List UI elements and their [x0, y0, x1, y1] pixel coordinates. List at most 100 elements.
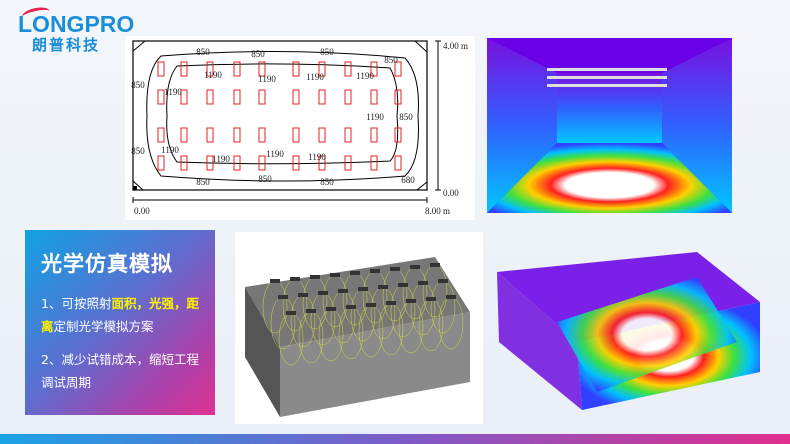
x-axis-right-label: 8.00 m [425, 206, 450, 216]
luminaire-marker [233, 155, 241, 171]
luminaire-marker [394, 155, 402, 171]
contour-label-1190: 1190 [366, 112, 384, 122]
corner-contour [132, 40, 146, 52]
room-simulation-render [487, 38, 732, 213]
contour-label-1190: 1190 [306, 72, 324, 82]
luminaire-3d [406, 299, 416, 303]
luminaire-marker [292, 89, 300, 105]
luminaire-marker [370, 127, 378, 143]
box-illuminance-render [497, 232, 760, 422]
luminaire-3d [326, 307, 336, 311]
bottom-gradient-bar [0, 434, 790, 444]
luminaire-3d [438, 279, 448, 283]
contour-label-1190: 1190 [308, 152, 326, 162]
contour-label-850: 850 [196, 47, 210, 57]
luminaire-marker [180, 61, 188, 77]
luminaire-3d [346, 305, 356, 309]
luminaire-marker [292, 155, 300, 171]
corner-contour [132, 180, 144, 191]
x-scale-bar [132, 197, 428, 203]
luminaire-marker [206, 89, 214, 105]
luminaire-3d [430, 263, 440, 267]
contour-1190 [166, 63, 399, 165]
luminaire-marker [370, 61, 378, 77]
luminaire-3d [370, 269, 380, 273]
logo: LONGPRO 朗普科技 [18, 5, 138, 54]
luminaire-3d [290, 277, 300, 281]
item1-suffix: 定制光学模拟方案 [53, 319, 154, 334]
item1-highlight-2: 距离 [41, 296, 199, 334]
corner-contour [416, 181, 428, 191]
luminaire-3d [366, 303, 376, 307]
luminaire-marker [206, 61, 214, 77]
luminaire-marker [318, 155, 326, 171]
room-render-svg [487, 38, 732, 213]
contour-label-1190: 1190 [204, 70, 222, 80]
contour-label-850: 850 [258, 174, 272, 184]
luminaire-marker [157, 127, 165, 143]
ray-trace-svg [245, 257, 470, 417]
luminaire-marker [258, 89, 266, 105]
contour-label-850: 850 [320, 47, 334, 57]
luminaire-marker [180, 155, 188, 171]
luminaire-marker [394, 89, 402, 105]
contour-label-1190: 1190 [161, 145, 179, 155]
luminaire-3d [410, 265, 420, 269]
contour-label-850: 850 [131, 146, 145, 156]
item1-text: 1、可按照射 [41, 296, 112, 311]
luminaire-3d [350, 271, 360, 275]
logo-brand: LONGPRO [18, 11, 135, 37]
luminaire-marker [180, 127, 188, 143]
feature-panel: 光学仿真模拟 1、可按照射面积，光强，距离定制光学模拟方案 2、减少试错成本，缩… [25, 230, 215, 415]
luminaire-marker [394, 127, 402, 143]
contour-label-850: 850 [251, 49, 265, 59]
luminaire-marker [180, 89, 188, 105]
luminaire-marker [344, 89, 352, 105]
luminaire-3d [286, 311, 296, 315]
luminaire-3d [386, 301, 396, 305]
luminaire-3d [330, 273, 340, 277]
contour-label-850: 850 [196, 177, 210, 187]
contour-label-1190: 1190 [356, 71, 374, 81]
luminaire-3d [278, 295, 288, 299]
luminaire-3d [338, 289, 348, 293]
logo-chinese: 朗普科技 [32, 36, 101, 54]
luminaire-marker [292, 127, 300, 143]
luminaire-marker [318, 61, 326, 77]
luminaire-marker [344, 61, 352, 77]
luminaire-3d [270, 279, 280, 283]
luminaire-marker [370, 155, 378, 171]
luminaire-marker [233, 61, 241, 77]
contour-label-850: 850 [384, 55, 398, 65]
y-axis-bottom-label: 0.00 [443, 188, 459, 198]
luminaire-marker [258, 155, 266, 171]
y-scale-bar [435, 40, 441, 191]
feature-item-1: 1、可按照射面积，光强，距离定制光学模拟方案 [41, 292, 199, 338]
luminaire-3d [426, 297, 436, 301]
feature-item-2: 2、减少试错成本，缩短工程调试周期 [41, 352, 199, 390]
luminaire-marker [258, 127, 266, 143]
panel-title: 光学仿真模拟 [41, 252, 173, 276]
luminaire-marker [318, 127, 326, 143]
plot-border [132, 40, 428, 191]
luminaire-marker [292, 61, 300, 77]
contour-label-850: 850 [399, 112, 413, 122]
contour-850 [146, 50, 419, 182]
corner-contour [414, 40, 428, 53]
contour-label-680: 680 [401, 175, 415, 185]
luminaire-3d [398, 283, 408, 287]
illuminance-contour-plot: 850 850 850 850 850 850 850 850 850 850 1190 1190 11… [125, 36, 475, 220]
luminaire-3d [390, 267, 400, 271]
luminaire-marker [233, 89, 241, 105]
contour-label-1190: 1190 [266, 149, 284, 159]
luminaire-marker [206, 155, 214, 171]
luminaire-marker [394, 61, 402, 77]
x-axis-left-label: 0.00 [134, 206, 150, 216]
y-axis-top-label: 4.00 m [443, 41, 468, 51]
luminaire-3d [306, 309, 316, 313]
luminaire-marker [233, 127, 241, 143]
luminaire-3d [378, 285, 388, 289]
luminaire-marker [157, 155, 165, 171]
luminaire-3d [358, 287, 368, 291]
contour-label-1190: 1190 [212, 154, 230, 164]
